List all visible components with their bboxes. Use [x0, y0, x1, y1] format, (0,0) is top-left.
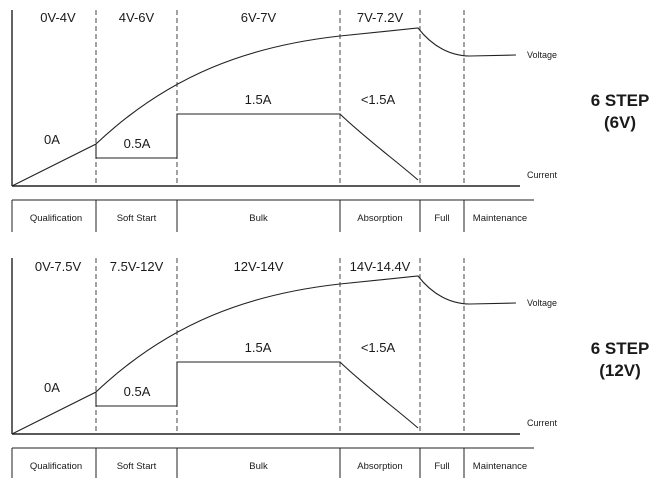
- stage-label: Bulk: [249, 213, 268, 224]
- stage-label: Soft Start: [117, 461, 157, 472]
- current-label-0a: 0A: [44, 132, 60, 147]
- stage-label: Absorption: [357, 213, 402, 224]
- current-label-absorption: <1.5A: [361, 340, 396, 355]
- panel-title: 6 STEP: [591, 339, 650, 358]
- current-label-bulk: 1.5A: [245, 340, 272, 355]
- panel-title: 6 STEP: [591, 91, 650, 110]
- current-label-bulk: 1.5A: [245, 92, 272, 107]
- current-curve: [95, 113, 419, 181]
- stage-label: Maintenance: [473, 213, 527, 224]
- stage-label: Maintenance: [473, 461, 527, 472]
- voltage-axis-label: Voltage: [527, 298, 557, 308]
- voltage-range-label: 6V-7V: [241, 10, 277, 25]
- panel-title-voltage: (12V): [599, 361, 641, 380]
- stage-label: Absorption: [357, 461, 402, 472]
- stage-label: Qualification: [30, 461, 82, 472]
- stage-bar: Qualification Soft Start Bulk Absorption Ful…: [11, 199, 534, 232]
- stage-label: Full: [434, 461, 449, 472]
- current-curve: [95, 361, 419, 429]
- voltage-range-label: 12V-14V: [234, 259, 284, 274]
- stage-label: Qualification: [30, 213, 82, 224]
- stage-bar: Qualification Soft Start Bulk Absorption Ful…: [11, 447, 534, 478]
- current-axis-label: Current: [527, 418, 558, 428]
- stage-label: Soft Start: [117, 213, 157, 224]
- voltage-range-label: 0V-4V: [40, 10, 76, 25]
- current-label-soft: 0.5A: [124, 384, 151, 399]
- stage-label: Bulk: [249, 461, 268, 472]
- stage-label: Full: [434, 213, 449, 224]
- current-label-0a: 0A: [44, 380, 60, 395]
- panel-6v: 0V-4V 4V-6V 6V-7V 7V-7.2V 0A 0.5A 1.5A <1.5A Vol…: [11, 10, 650, 232]
- voltage-range-label: 0V-7.5V: [35, 259, 82, 274]
- panel-12v: 0V-7.5V 7.5V-12V 12V-14V 14V-14.4V 0A 0.5A 1.5…: [11, 258, 650, 478]
- voltage-range-label: 14V-14.4V: [350, 259, 411, 274]
- panel-title-voltage: (6V): [604, 113, 636, 132]
- current-label-soft: 0.5A: [124, 136, 151, 151]
- voltage-range-label: 7.5V-12V: [110, 259, 164, 274]
- voltage-range-label: 4V-6V: [119, 10, 155, 25]
- voltage-range-label: 7V-7.2V: [357, 10, 404, 25]
- voltage-curve: [11, 27, 517, 187]
- current-axis-label: Current: [527, 170, 558, 180]
- voltage-axis-label: Voltage: [527, 50, 557, 60]
- current-label-absorption: <1.5A: [361, 92, 396, 107]
- voltage-curve: [11, 275, 517, 435]
